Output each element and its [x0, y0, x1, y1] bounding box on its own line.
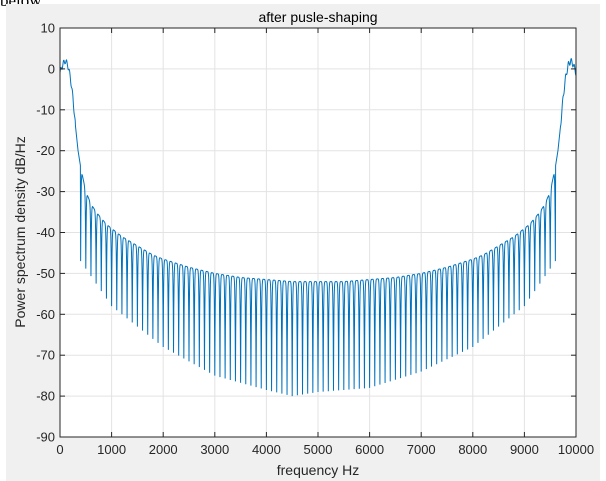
x-tick-label: 1000: [97, 442, 126, 457]
y-tick-label: -40: [36, 225, 55, 240]
y-tick-label: -80: [36, 389, 55, 404]
y-axis-label: Power spectrum density dB/Hz: [12, 136, 28, 327]
x-tick-label: 2000: [149, 442, 178, 457]
y-tick-label: -90: [36, 430, 55, 445]
x-tick-label: 6000: [355, 442, 384, 457]
x-tick-label: 7000: [407, 442, 436, 457]
y-tick-label: 0: [48, 61, 55, 76]
x-tick-label: 0: [56, 442, 63, 457]
ticks: 0 1000 2000 3000 4000 5000 6000 7000 8000 9000 100…: [36, 21, 594, 458]
x-tick-label: 3000: [200, 442, 229, 457]
x-tick-label: 10000: [558, 442, 594, 457]
x-axis-label: frequency Hz: [277, 462, 359, 478]
x-tick-label: 4000: [252, 442, 281, 457]
y-tick-label: -10: [36, 102, 55, 117]
psd-chart: 0 1000 2000 3000 4000 5000 6000 7000 8000 9000 100…: [12, 9, 594, 478]
x-tick-label: 5000: [304, 442, 333, 457]
y-tick-label: 10: [41, 21, 55, 36]
chart-title: after pusle-shaping: [258, 9, 377, 25]
y-tick-label: -20: [36, 143, 55, 158]
x-tick-label: 8000: [458, 442, 487, 457]
x-tick-label: 9000: [510, 442, 539, 457]
figure-window: 0 1000 2000 3000 4000 5000 6000 7000 8000 9000 100…: [6, 4, 600, 481]
y-tick-label: -50: [36, 266, 55, 281]
psd-line: [59, 58, 577, 397]
y-tick-label: -60: [36, 307, 55, 322]
y-tick-label: -30: [36, 184, 55, 199]
series-group: [59, 58, 577, 397]
y-tick-label: -70: [36, 348, 55, 363]
